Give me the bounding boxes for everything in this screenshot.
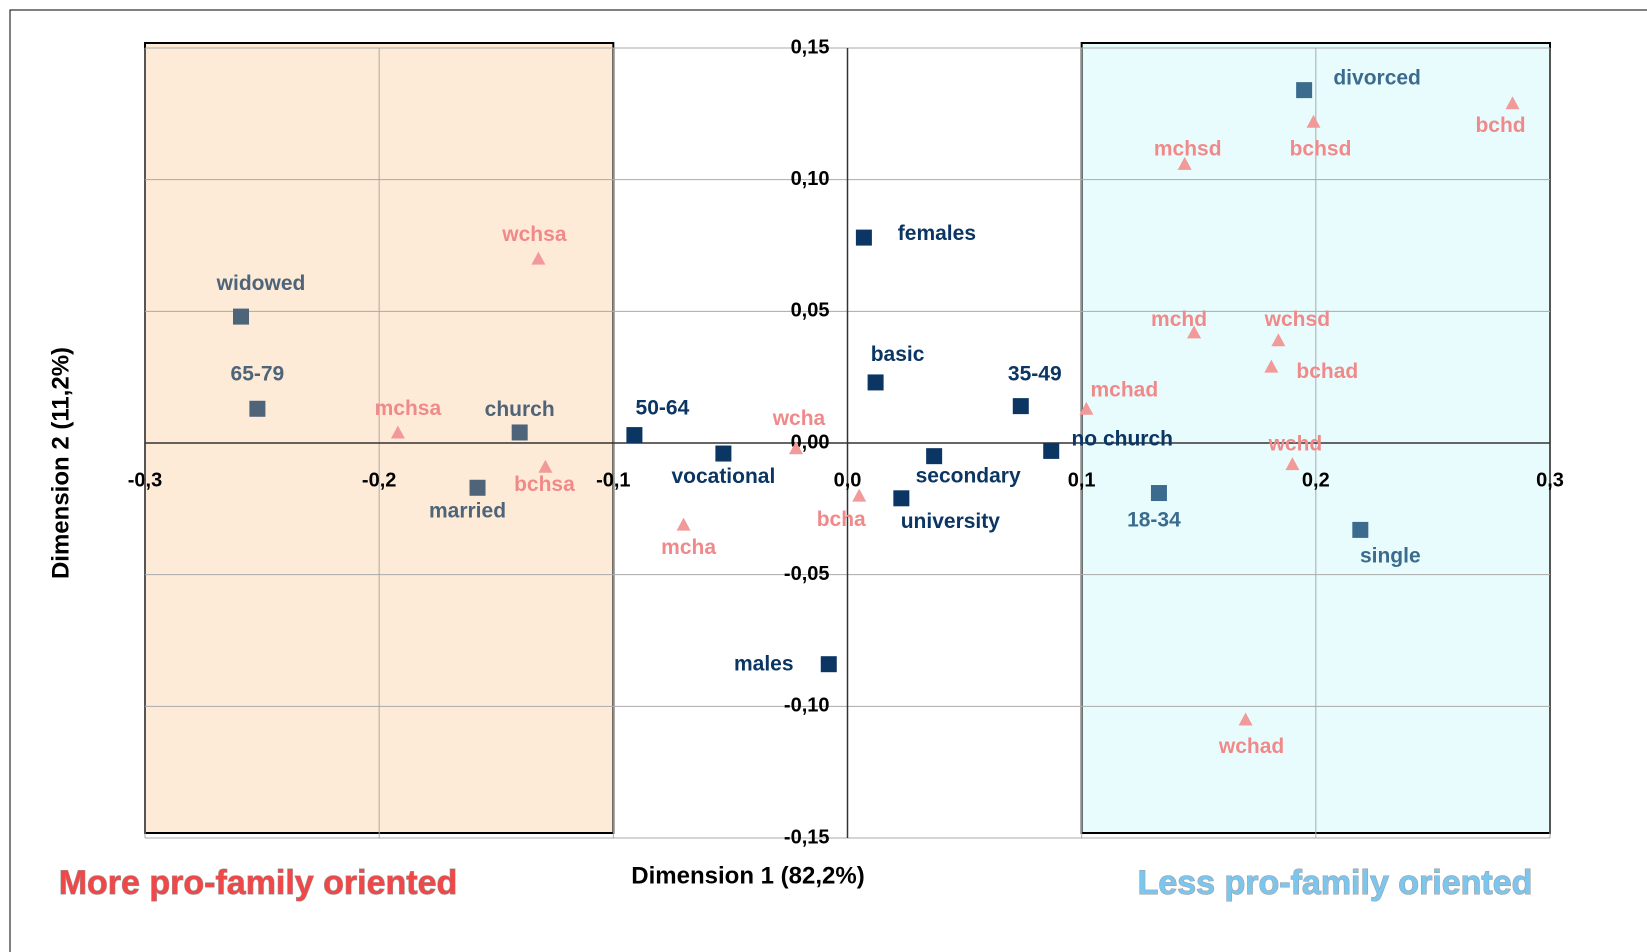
x-tick-label: -0,1 xyxy=(596,469,630,491)
point xyxy=(1177,156,1192,170)
point xyxy=(715,445,732,462)
point xyxy=(852,488,867,502)
point-label: 35-49 xyxy=(1008,363,1062,386)
point-label: divorced xyxy=(1333,67,1421,90)
point xyxy=(1296,82,1313,99)
point xyxy=(249,400,266,417)
point xyxy=(1306,114,1321,128)
point-label: 50-64 xyxy=(636,397,690,420)
y-tick-label: -0,15 xyxy=(784,826,830,848)
point-label: mchsa xyxy=(375,397,442,420)
point xyxy=(820,656,837,673)
x-tick-label: -0,2 xyxy=(362,469,396,491)
point-label: no church xyxy=(1071,427,1173,450)
x-tick-label: -0,3 xyxy=(128,469,162,491)
point-label: secondary xyxy=(916,465,1021,488)
point xyxy=(926,448,943,465)
y-axis-title: Dimension 2 (11,2%) xyxy=(47,347,74,579)
point xyxy=(1012,398,1029,415)
point xyxy=(788,441,803,455)
point-label: wchad xyxy=(1218,735,1284,758)
point xyxy=(531,251,546,265)
point xyxy=(855,229,872,246)
y-tick-label: 0,15 xyxy=(791,36,830,58)
point-label: wchsa xyxy=(501,223,567,246)
x-tick-label: 0,1 xyxy=(1068,469,1096,491)
point-label: widowed xyxy=(216,272,306,295)
point xyxy=(1079,401,1094,415)
x-axis-title: Dimension 1 (82,2%) xyxy=(631,862,864,889)
point-label: church xyxy=(485,398,555,421)
point-label: mcha xyxy=(661,536,716,559)
point xyxy=(676,517,691,531)
point-label: mchad xyxy=(1091,378,1159,401)
region-label: More pro-family oriented xyxy=(59,864,458,902)
y-tick-label: -0,10 xyxy=(784,695,830,717)
point-label: single xyxy=(1360,544,1421,567)
point xyxy=(867,374,884,391)
point xyxy=(626,427,643,444)
point xyxy=(1352,521,1369,538)
point xyxy=(1505,96,1520,110)
x-tick-label: 0,0 xyxy=(834,469,862,491)
point-label: bcha xyxy=(817,508,866,531)
point xyxy=(1043,442,1060,459)
point xyxy=(1187,325,1202,339)
y-tick-label: 0,10 xyxy=(791,168,830,190)
point-label: males xyxy=(734,653,794,676)
point-label: wcha xyxy=(772,407,826,430)
y-tick-label: 0,00 xyxy=(791,431,830,453)
point-label: bchd xyxy=(1475,114,1525,137)
point xyxy=(1150,485,1167,502)
point-label: university xyxy=(901,510,1001,533)
point xyxy=(233,308,250,325)
point-label: mchsd xyxy=(1154,137,1222,160)
point xyxy=(893,490,910,507)
y-tick-label: 0,05 xyxy=(791,300,830,322)
point-label: females xyxy=(898,222,976,245)
point-label: mchd xyxy=(1151,308,1207,331)
y-tick-label: -0,05 xyxy=(784,563,830,585)
point-label: bchsd xyxy=(1290,137,1352,160)
x-tick-label: 0,3 xyxy=(1536,469,1564,491)
region-label: Less pro-family oriented xyxy=(1138,864,1533,902)
point xyxy=(469,479,486,496)
frame xyxy=(9,9,1647,952)
point-label: wchsd xyxy=(1264,308,1330,331)
point xyxy=(1271,333,1286,347)
point-label: 18-34 xyxy=(1127,509,1181,532)
point-label: 65-79 xyxy=(231,362,285,385)
point xyxy=(538,459,553,473)
point-label: bchsa xyxy=(514,473,575,496)
point-label: bchad xyxy=(1296,360,1358,383)
point xyxy=(511,424,528,441)
point-label: wchd xyxy=(1268,433,1323,456)
point-label: basic xyxy=(871,343,925,366)
x-tick-label: 0,2 xyxy=(1302,469,1330,491)
point-label: married xyxy=(429,499,506,522)
point xyxy=(390,425,405,439)
point xyxy=(1264,359,1279,373)
point-label: vocational xyxy=(671,465,775,488)
point xyxy=(1285,457,1300,471)
point xyxy=(1238,712,1253,726)
